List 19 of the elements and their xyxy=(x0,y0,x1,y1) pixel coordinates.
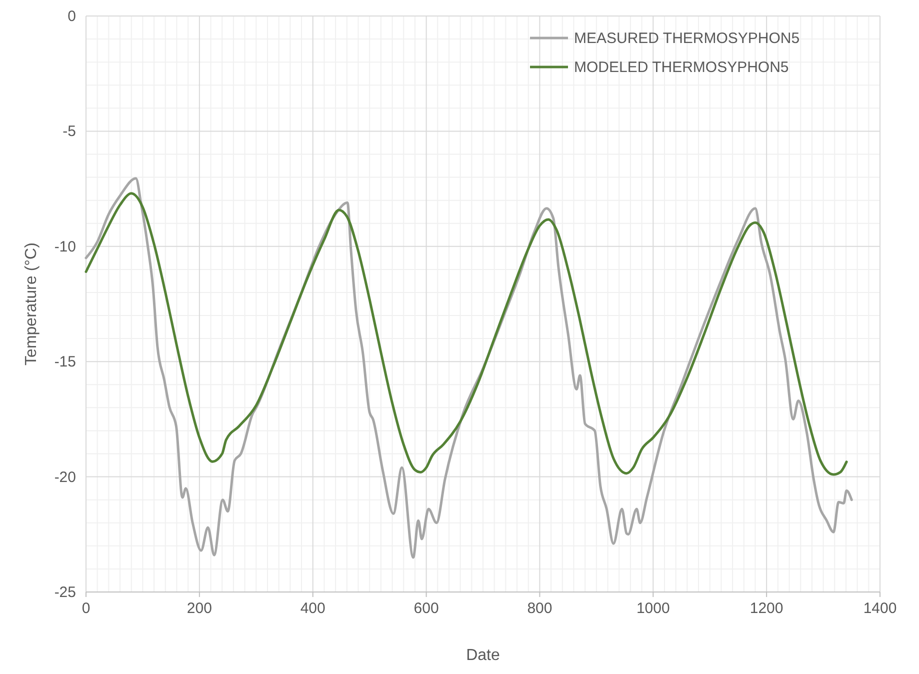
x-tick-label: 1000 xyxy=(636,600,670,617)
y-axis-title: Temperature (°C) xyxy=(23,242,40,366)
y-tick-label: -20 xyxy=(54,468,76,486)
x-tick-label: 1200 xyxy=(750,600,784,617)
x-tick-label: 200 xyxy=(186,600,212,617)
x-tick-label: 0 xyxy=(82,600,90,617)
y-tick-label: -25 xyxy=(54,584,76,601)
x-tick-label: 1400 xyxy=(863,600,897,617)
y-tick-label: 0 xyxy=(68,8,76,25)
line-series xyxy=(84,192,848,476)
y-tick-label: -10 xyxy=(54,238,76,256)
x-tick-label: 800 xyxy=(527,600,552,617)
y-tick-label: -5 xyxy=(62,123,76,140)
y-tick-label: -15 xyxy=(54,354,76,371)
x-axis-title: Date xyxy=(466,647,500,664)
legend-label: MODELED THERMOSYPHON5 xyxy=(574,59,789,76)
x-tick-label: 600 xyxy=(414,600,439,617)
legend-label: MEASURED THERMOSYPHON5 xyxy=(574,30,800,47)
x-tick-label: 400 xyxy=(300,600,326,617)
